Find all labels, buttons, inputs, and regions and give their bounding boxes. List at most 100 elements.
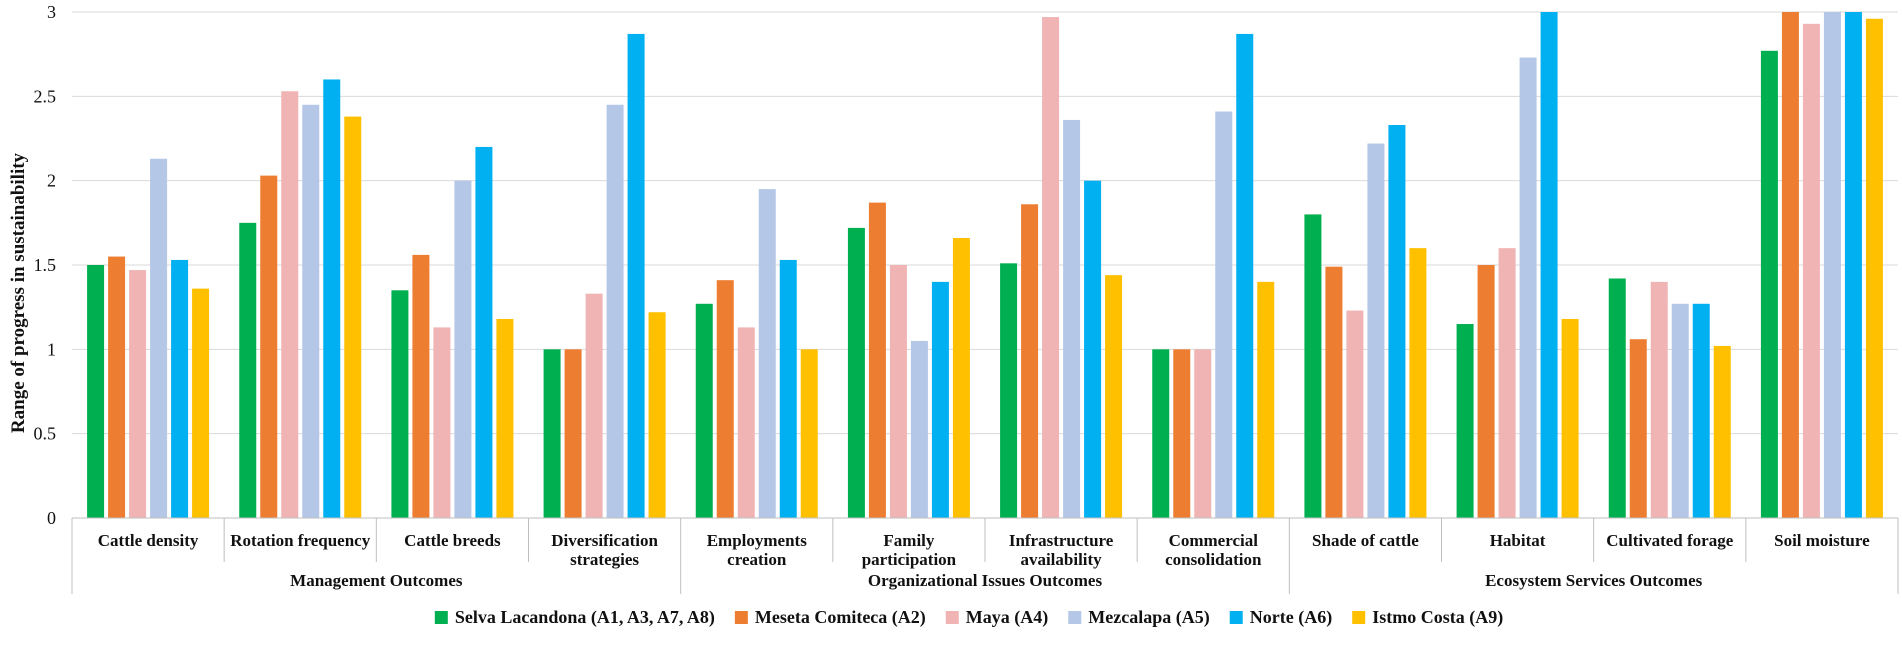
bar: Istmo Costa (A9): 2.96 xyxy=(1865,18,1883,518)
bar: Maya (A4): 1.5 xyxy=(889,265,907,518)
x-tick-label: Diversification strategies xyxy=(551,531,658,569)
bar: Meseta Comiteca (A2): 1.86 xyxy=(1021,204,1039,518)
bar: Norte (A6): 2.33 xyxy=(1388,125,1406,519)
legend-label: Selva Lacandona (A1, A3, A7, A8) xyxy=(455,607,715,628)
legend: Selva Lacandona (A1, A3, A7, A8) Meseta C… xyxy=(434,607,1503,628)
y-tick-label: 2 xyxy=(47,171,56,191)
bar: Maya (A4): 1.33 xyxy=(585,293,603,518)
bar: Norte (A6): 3 xyxy=(1844,12,1862,518)
bar: Selva Lacandona (A1, A3, A7, A8): 1.5 xyxy=(87,265,105,518)
bar: Istmo Costa (A9): 1.18 xyxy=(496,318,514,518)
y-tick-label: 1 xyxy=(47,339,56,359)
legend-item: Selva Lacandona (A1, A3, A7, A8) xyxy=(434,607,715,628)
legend-item: Mezcalapa (A5) xyxy=(1068,607,1210,628)
bar: Selva Lacandona (A1, A3, A7, A8): 1.72 xyxy=(847,227,865,519)
y-axis-title: Range of progress in sustainability xyxy=(8,152,29,433)
bar: Maya (A4): 2.93 xyxy=(1802,23,1820,518)
bar: Norte (A6): 3 xyxy=(1540,12,1558,518)
bar: Meseta Comiteca (A2): 1.5 xyxy=(1477,265,1495,518)
bar: Selva Lacandona (A1, A3, A7, A8): 1 xyxy=(1152,349,1170,518)
bar: Meseta Comiteca (A2): 1.06 xyxy=(1629,339,1647,518)
bar: Mezcalapa (A5): 2.45 xyxy=(606,104,624,519)
bar: Mezcalapa (A5): 1.05 xyxy=(910,340,928,518)
bar: Selva Lacandona (A1, A3, A7, A8): 1.35 xyxy=(391,290,409,518)
x-tick-label: Rotation frequency xyxy=(230,531,370,550)
bar: Maya (A4): 2.53 xyxy=(281,91,299,519)
bar: Mezcalapa (A5): 2.45 xyxy=(302,104,320,519)
x-tick-label: Cattle density xyxy=(98,531,199,550)
bar: Meseta Comiteca (A2): 1 xyxy=(1173,349,1191,518)
bar: Meseta Comiteca (A2): 2.03 xyxy=(260,175,278,518)
bar: Istmo Costa (A9): 1.6 xyxy=(1409,248,1427,518)
bar: Meseta Comiteca (A2): 3 xyxy=(1781,12,1799,518)
group-label: Organizational Issues Outcomes xyxy=(868,571,1103,590)
bar: Mezcalapa (A5): 2.41 xyxy=(1215,111,1233,518)
x-tick-label: Shade of cattle xyxy=(1312,531,1419,550)
bar: Mezcalapa (A5): 1.95 xyxy=(758,189,776,518)
legend-swatch xyxy=(1229,611,1243,624)
x-tick-label: Commercial consolidation xyxy=(1165,531,1262,569)
bar: Norte (A6): 1.53 xyxy=(779,259,797,518)
bar: Istmo Costa (A9): 1.4 xyxy=(1257,281,1275,518)
bar: Maya (A4): 1.4 xyxy=(1650,281,1668,518)
bar: Meseta Comiteca (A2): 1.87 xyxy=(868,202,886,519)
bar: Istmo Costa (A9): 1.66 xyxy=(952,238,970,518)
legend-label: Meseta Comiteca (A2) xyxy=(755,607,926,628)
x-tick-label: Cultivated forage xyxy=(1606,531,1733,550)
bar: Maya (A4): 2.97 xyxy=(1042,17,1060,519)
y-tick-label: 0 xyxy=(47,508,56,528)
x-tick-label: Cattle breeds xyxy=(404,531,501,550)
bar: Selva Lacandona (A1, A3, A7, A8): 1.15 xyxy=(1456,324,1474,518)
bar: Mezcalapa (A5): 2 xyxy=(454,180,472,518)
bar: Mezcalapa (A5): 2.22 xyxy=(1367,143,1385,518)
group-label: Ecosystem Services Outcomes xyxy=(1485,571,1703,590)
y-tick-label: 3 xyxy=(47,2,56,22)
legend-swatch xyxy=(1068,611,1082,624)
legend-item: Maya (A4) xyxy=(945,607,1048,628)
bar: Selva Lacandona (A1, A3, A7, A8): 1.27 xyxy=(695,303,713,518)
bar: Istmo Costa (A9): 1.02 xyxy=(1713,345,1731,518)
bar: Istmo Costa (A9): 1 xyxy=(800,349,818,518)
legend-label: Istmo Costa (A9) xyxy=(1372,607,1503,628)
x-tick-label: Soil moisture xyxy=(1774,531,1870,550)
bar: Istmo Costa (A9): 2.38 xyxy=(344,116,362,518)
bar: Maya (A4): 1.13 xyxy=(737,327,755,518)
bar: Mezcalapa (A5): 2.13 xyxy=(150,158,168,519)
x-tick-label: Infrastructure availability xyxy=(1009,531,1114,569)
bar: Selva Lacandona (A1, A3, A7, A8): 1 xyxy=(543,349,561,518)
bar: Mezcalapa (A5): 1.27 xyxy=(1671,303,1689,518)
y-tick-label: 2.5 xyxy=(34,86,57,106)
bar: Selva Lacandona (A1, A3, A7, A8): 1.51 xyxy=(1000,263,1018,518)
bar: Mezcalapa (A5): 2.36 xyxy=(1063,119,1081,519)
bar: Maya (A4): 1.13 xyxy=(433,327,451,518)
legend-item: Meseta Comiteca (A2) xyxy=(734,607,926,628)
legend-item: Istmo Costa (A9) xyxy=(1352,607,1503,628)
y-tick-label: 0.5 xyxy=(34,424,57,444)
bar: Selva Lacandona (A1, A3, A7, A8): 1.75 xyxy=(239,222,257,519)
bar: Norte (A6): 2 xyxy=(1084,180,1102,518)
bar: Selva Lacandona (A1, A3, A7, A8): 1.42 xyxy=(1608,278,1626,518)
bar: Istmo Costa (A9): 1.44 xyxy=(1105,275,1123,518)
bar: Maya (A4): 1.6 xyxy=(1498,248,1516,518)
legend-label: Norte (A6) xyxy=(1250,607,1332,628)
legend-label: Mezcalapa (A5) xyxy=(1088,607,1209,628)
bar: Mezcalapa (A5): 3 xyxy=(1823,12,1841,518)
bar: Maya (A4): 1.23 xyxy=(1346,310,1364,518)
bar: Istmo Costa (A9): 1.18 xyxy=(1561,318,1579,518)
bar: Norte (A6): 1.27 xyxy=(1692,303,1710,518)
legend-swatch xyxy=(945,611,959,624)
y-axis-ticks: 0 0.5 1 1.5 2 2.5 3 xyxy=(34,2,57,528)
bar: Meseta Comiteca (A2): 1.49 xyxy=(1325,266,1343,518)
bar: Norte (A6): 2.2 xyxy=(475,146,493,518)
bar: Mezcalapa (A5): 2.73 xyxy=(1519,57,1537,518)
bar: Istmo Costa (A9): 1.22 xyxy=(648,312,666,518)
bar: Meseta Comiteca (A2): 1.56 xyxy=(412,254,430,518)
x-axis: Cattle density Rotation frequency Cattle b… xyxy=(71,517,1899,594)
bar: Meseta Comiteca (A2): 1.55 xyxy=(108,256,126,518)
x-tick-label: Employments creation xyxy=(707,531,808,569)
bar: Selva Lacandona (A1, A3, A7, A8): 1.8 xyxy=(1304,214,1322,518)
bar: Meseta Comiteca (A2): 1 xyxy=(564,349,582,518)
legend-swatch xyxy=(1352,611,1366,624)
legend-swatch xyxy=(734,611,748,624)
legend-swatch xyxy=(434,611,448,624)
